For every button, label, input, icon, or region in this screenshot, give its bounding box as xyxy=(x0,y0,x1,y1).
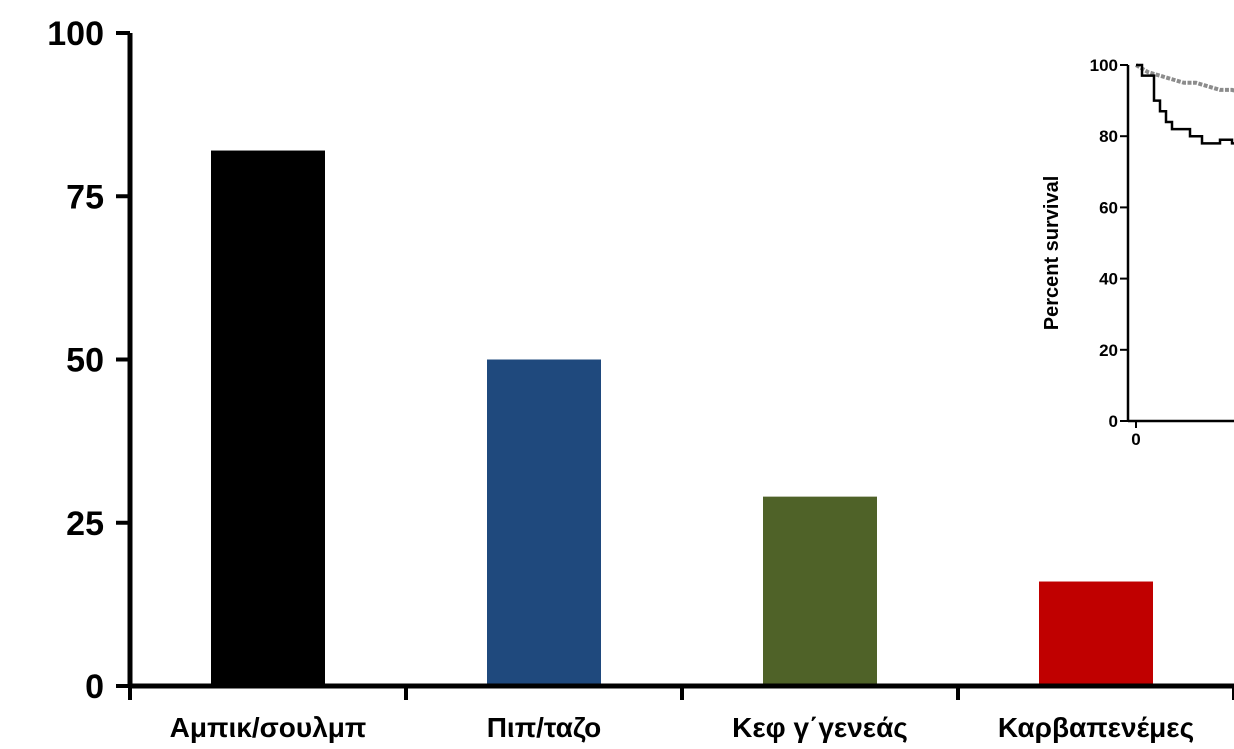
inset-series-1 xyxy=(1134,63,1234,93)
bar-2 xyxy=(487,359,601,686)
bar-1 xyxy=(211,150,325,687)
x-category-label: Κεφ γ΄γενεάς xyxy=(732,712,908,743)
inset-y-tick-label: 60 xyxy=(1099,198,1118,217)
y-axis: 0 25 50 75 100 xyxy=(47,15,133,706)
inset-series-2 xyxy=(1136,63,1234,145)
y-tick-label: 100 xyxy=(47,15,104,53)
x-category-label: Πιπ/ταζο xyxy=(487,712,602,743)
inset-y-tick-label: 0 xyxy=(1109,412,1118,431)
bars-group xyxy=(211,150,1153,687)
y-tick-label: 25 xyxy=(66,505,104,543)
survival-inset: 0 20 40 60 80 100 0 Percent survival xyxy=(1041,56,1234,449)
inset-y-tick-label: 100 xyxy=(1090,56,1118,75)
inset-y-tick-label: 20 xyxy=(1099,341,1118,360)
x-axis: Αμπικ/σουλμπ Πιπ/ταζο Κεφ γ΄γενεάς Καρβαπεν… xyxy=(128,683,1234,743)
y-tick-label: 0 xyxy=(85,668,104,706)
bar-4 xyxy=(1039,581,1153,686)
x-category-label: Αμπικ/σουλμπ xyxy=(170,712,367,743)
bar-3 xyxy=(763,496,877,686)
inset-y-tick-label: 80 xyxy=(1099,127,1118,146)
y-tick-label: 75 xyxy=(66,178,104,216)
inset-y-axis-label: Percent survival xyxy=(1041,176,1063,331)
y-tick-label: 50 xyxy=(66,342,104,380)
x-category-label: Καρβαπενέμες xyxy=(998,712,1194,743)
inset-y-tick-label: 40 xyxy=(1099,270,1118,289)
inset-x-tick-label: 0 xyxy=(1131,430,1140,449)
